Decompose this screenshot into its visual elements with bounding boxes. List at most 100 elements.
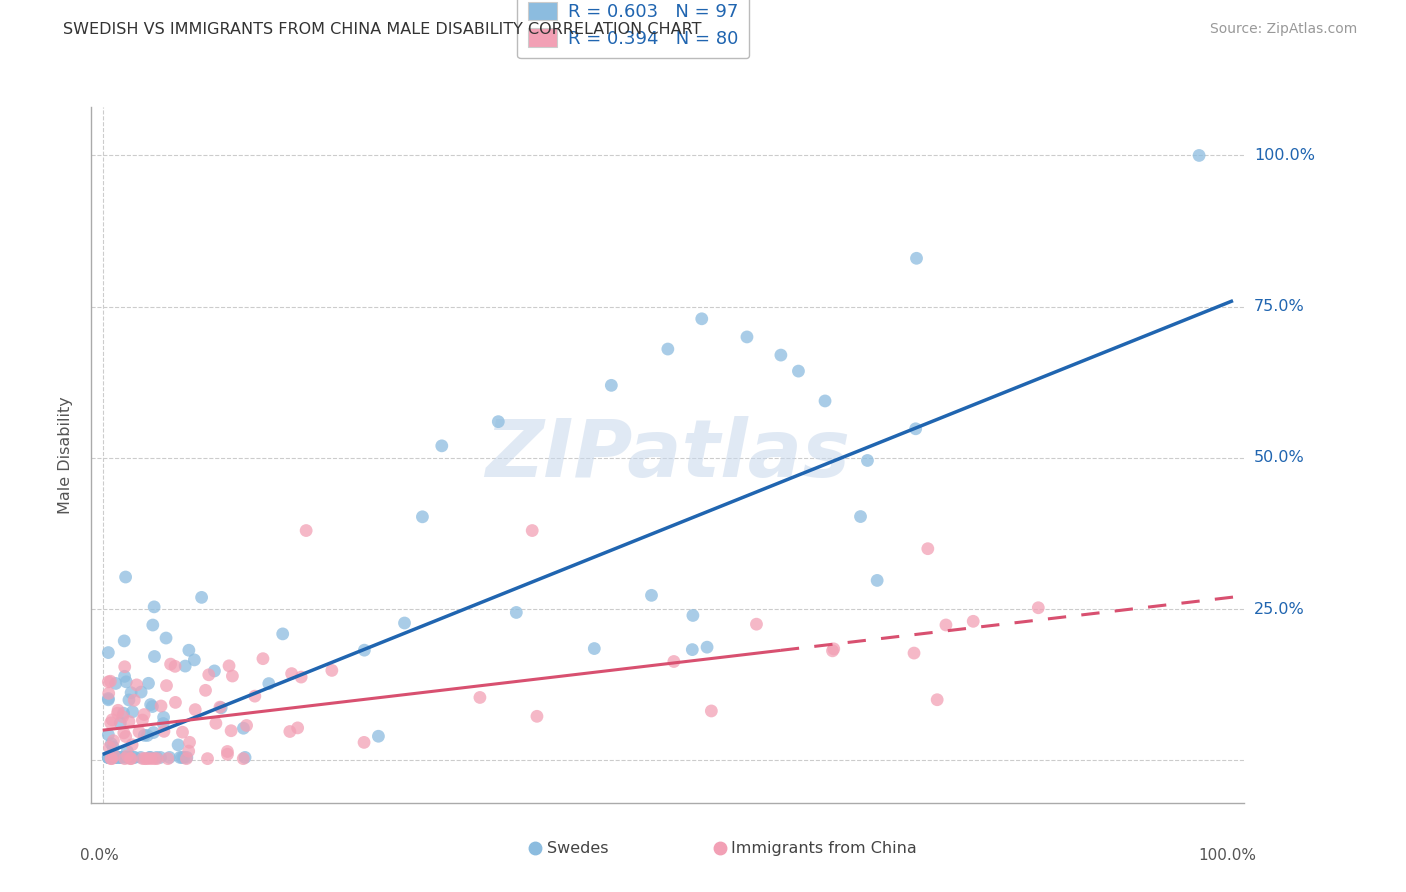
Point (108, 750, 131, 764)
Point (769, 348, 792, 362)
Point (111, 709, 134, 723)
Point (138, 750, 160, 764)
Point (110, 716, 132, 731)
Point (134, 728, 156, 742)
Point (197, 751, 219, 765)
Point (321, 664, 343, 678)
Point (823, 641, 845, 656)
Text: Immigrants from China: Immigrants from China (731, 840, 917, 855)
Point (100, 751, 122, 765)
Point (183, 653, 205, 667)
Point (278, 724, 301, 739)
Point (97, 750, 120, 764)
Text: 50.0%: 50.0% (1254, 450, 1305, 466)
Point (353, 643, 375, 657)
Point (97, 750, 120, 764)
Point (125, 678, 148, 692)
Point (295, 524, 318, 538)
Point (787, 364, 810, 378)
Point (97, 674, 120, 689)
Point (112, 706, 135, 721)
Point (104, 750, 127, 764)
Text: 100.0%: 100.0% (1254, 148, 1315, 163)
Point (849, 509, 872, 524)
Point (111, 750, 134, 764)
Point (115, 750, 138, 764)
Point (156, 751, 179, 765)
Point (257, 676, 280, 690)
Point (468, 690, 491, 705)
Point (104, 750, 127, 764)
Point (430, 439, 453, 453)
Point (117, 748, 139, 763)
Point (100, 674, 122, 689)
Point (681, 642, 703, 657)
Point (98, 750, 121, 764)
Text: 100.0%: 100.0% (1198, 848, 1256, 863)
Point (905, 252, 928, 266)
Point (103, 733, 125, 747)
Point (97, 750, 120, 764)
Point (394, 615, 416, 630)
Point (145, 750, 167, 764)
Point (120, 751, 142, 765)
Y-axis label: Male Disability: Male Disability (58, 396, 73, 514)
Point (104, 750, 127, 764)
Point (232, 751, 254, 765)
Point (235, 718, 257, 732)
Point (98, 740, 121, 755)
Point (690, 311, 713, 326)
Point (143, 649, 166, 664)
Point (107, 703, 129, 717)
Point (640, 588, 662, 602)
Point (104, 750, 127, 764)
Text: ZIPatlas: ZIPatlas (485, 416, 851, 494)
Point (657, 342, 679, 356)
Point (136, 751, 159, 765)
Point (208, 700, 231, 714)
Point (856, 453, 879, 467)
Point (101, 713, 124, 727)
Point (97, 749, 120, 764)
Point (280, 666, 302, 681)
Point (232, 721, 254, 735)
Point (112, 634, 135, 648)
Text: SWEDISH VS IMMIGRANTS FROM CHINA MALE DISABILITY CORRELATION CHART: SWEDISH VS IMMIGRANTS FROM CHINA MALE DI… (63, 22, 702, 37)
Point (290, 670, 312, 684)
Point (353, 735, 375, 749)
Legend: R = 0.603   N = 97, R = 0.394   N = 80: R = 0.603 N = 97, R = 0.394 N = 80 (517, 0, 749, 58)
Point (367, 729, 389, 743)
Point (204, 664, 226, 678)
Point (139, 751, 162, 765)
Point (233, 750, 256, 764)
Point (121, 738, 143, 752)
Point (134, 751, 156, 765)
Point (128, 724, 150, 739)
Point (124, 750, 146, 764)
Point (904, 422, 927, 436)
Point (221, 669, 243, 683)
Point (205, 716, 228, 731)
Point (150, 698, 173, 713)
Text: Swedes: Swedes (547, 840, 609, 855)
Point (132, 751, 155, 765)
Point (120, 751, 142, 765)
Point (114, 659, 136, 673)
Point (197, 667, 219, 681)
Point (97, 750, 120, 764)
Point (217, 747, 239, 762)
Point (177, 744, 200, 758)
Point (120, 686, 142, 700)
Point (184, 703, 207, 717)
Point (927, 692, 949, 706)
Point (287, 721, 309, 735)
Point (179, 735, 201, 749)
Point (600, 378, 623, 392)
Point (138, 676, 160, 690)
Point (153, 724, 176, 739)
Point (142, 725, 165, 739)
Point (152, 716, 174, 731)
Point (136, 729, 159, 743)
Point (159, 657, 181, 672)
Point (526, 709, 548, 723)
